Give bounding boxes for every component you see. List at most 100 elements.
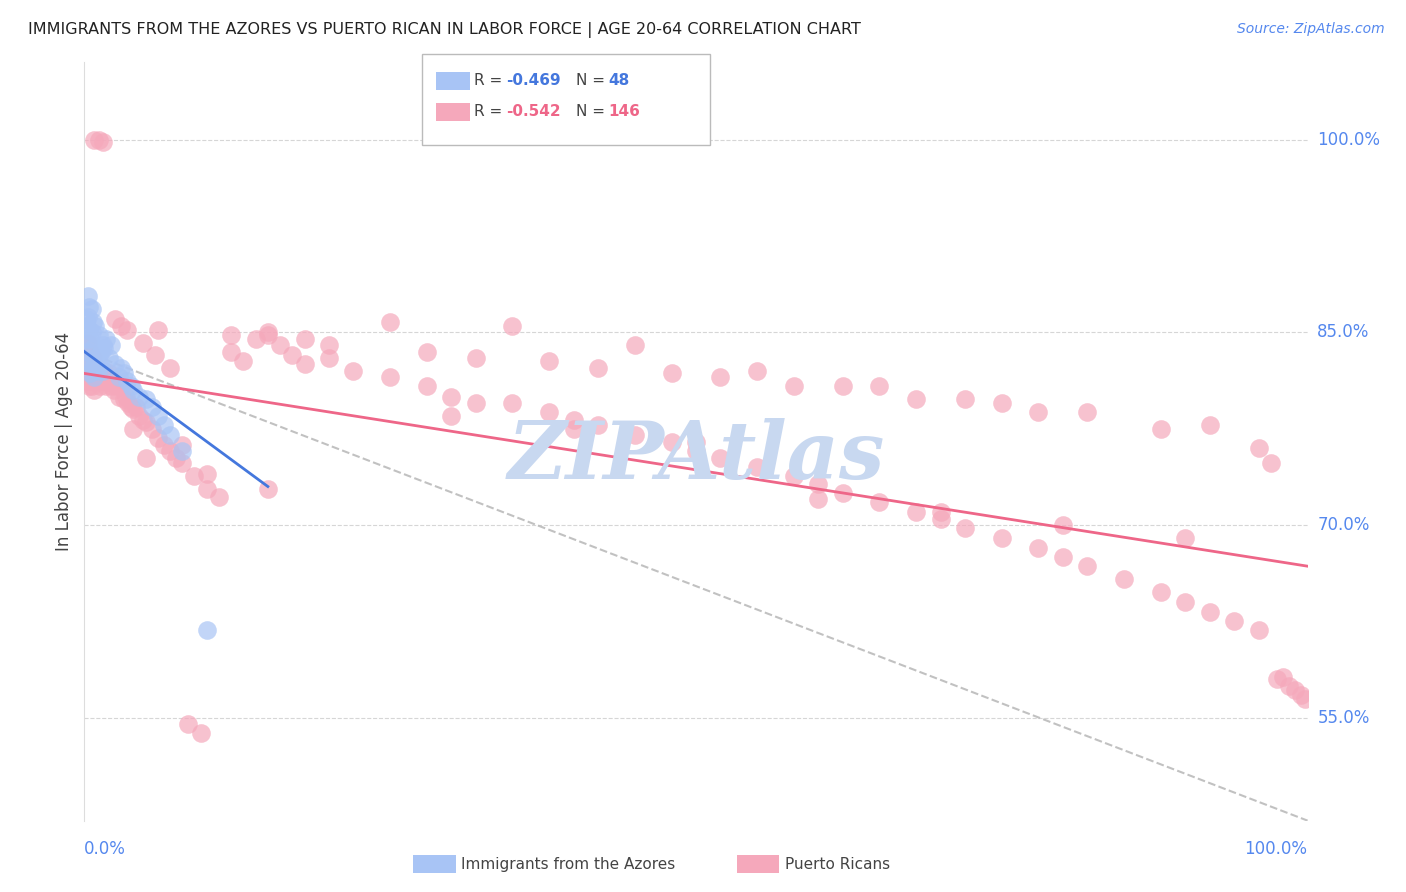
Point <box>905 392 928 406</box>
Point <box>82 361 104 376</box>
Text: N =: N = <box>576 73 610 87</box>
Text: 48: 48 <box>609 73 630 87</box>
Point <box>1294 691 1316 706</box>
Point <box>83 132 105 146</box>
Point <box>76 348 98 362</box>
Point <box>783 469 806 483</box>
Point <box>172 456 194 470</box>
Point <box>807 477 830 491</box>
Point <box>464 351 486 365</box>
Point <box>586 417 609 432</box>
Point <box>1052 518 1074 533</box>
Point <box>87 374 110 388</box>
Point <box>115 374 138 388</box>
Point <box>783 379 806 393</box>
Point <box>219 344 242 359</box>
Point <box>1278 679 1301 693</box>
Point <box>953 521 976 535</box>
Point <box>84 358 107 372</box>
Point <box>86 353 108 368</box>
Point <box>502 318 524 333</box>
Point <box>342 364 364 378</box>
Point <box>135 451 157 466</box>
Point <box>97 374 120 388</box>
Point <box>294 358 316 372</box>
Point <box>87 364 110 378</box>
Point <box>831 486 853 500</box>
Point <box>141 422 163 436</box>
Point <box>1028 541 1050 556</box>
Point <box>624 428 647 442</box>
Text: R =: R = <box>474 73 508 87</box>
Point <box>141 400 163 414</box>
Point <box>562 413 585 427</box>
Point <box>83 351 105 365</box>
Point <box>380 315 402 329</box>
Point <box>1052 550 1074 565</box>
Point <box>87 132 110 146</box>
Point <box>1174 531 1197 545</box>
Text: IMMIGRANTS FROM THE AZORES VS PUERTO RICAN IN LABOR FORCE | AGE 20-64 CORRELATIO: IMMIGRANTS FROM THE AZORES VS PUERTO RIC… <box>28 22 860 38</box>
Point <box>269 338 291 352</box>
Point <box>685 443 707 458</box>
Point <box>90 367 112 381</box>
Point <box>120 379 142 393</box>
Point <box>112 367 135 381</box>
Point <box>77 323 100 337</box>
Point <box>132 335 155 350</box>
Text: R =: R = <box>474 104 508 119</box>
Point <box>77 344 100 359</box>
Point <box>318 338 340 352</box>
Point <box>100 379 122 393</box>
Point <box>89 379 111 393</box>
Point <box>219 327 242 342</box>
Point <box>831 379 853 393</box>
Point <box>1247 441 1270 455</box>
Point <box>538 353 561 368</box>
Point <box>905 505 928 519</box>
Point <box>747 364 769 378</box>
Point <box>76 367 98 381</box>
Point <box>117 396 139 410</box>
Point <box>104 312 127 326</box>
Point <box>195 482 218 496</box>
Point <box>80 379 103 393</box>
Point <box>90 344 112 359</box>
Point <box>245 332 267 346</box>
Point <box>195 467 218 481</box>
Point <box>538 405 561 419</box>
Point <box>416 344 439 359</box>
Point <box>709 370 731 384</box>
Point <box>86 361 108 376</box>
Point <box>146 323 169 337</box>
Text: -0.542: -0.542 <box>506 104 561 119</box>
Point <box>1247 624 1270 638</box>
Text: 0.0%: 0.0% <box>84 840 127 858</box>
Point <box>82 374 104 388</box>
Point <box>929 511 952 525</box>
Point <box>77 300 100 314</box>
Point <box>75 358 97 372</box>
Point <box>115 390 138 404</box>
Point <box>87 348 110 362</box>
Point <box>93 364 115 378</box>
Point <box>1174 595 1197 609</box>
Point <box>96 379 118 393</box>
Point <box>110 318 132 333</box>
Point <box>146 431 169 445</box>
Text: 85.0%: 85.0% <box>1317 323 1369 342</box>
Point <box>80 358 103 372</box>
Point <box>77 353 100 368</box>
Point <box>77 335 100 350</box>
Point <box>132 413 155 427</box>
Point <box>110 361 132 376</box>
Point <box>128 409 150 423</box>
Point <box>79 367 101 381</box>
Point <box>1265 673 1288 687</box>
Point <box>661 434 683 449</box>
Point <box>195 624 218 638</box>
Point <box>96 332 118 346</box>
Point <box>440 390 463 404</box>
Point <box>953 392 976 406</box>
Point <box>122 422 145 436</box>
